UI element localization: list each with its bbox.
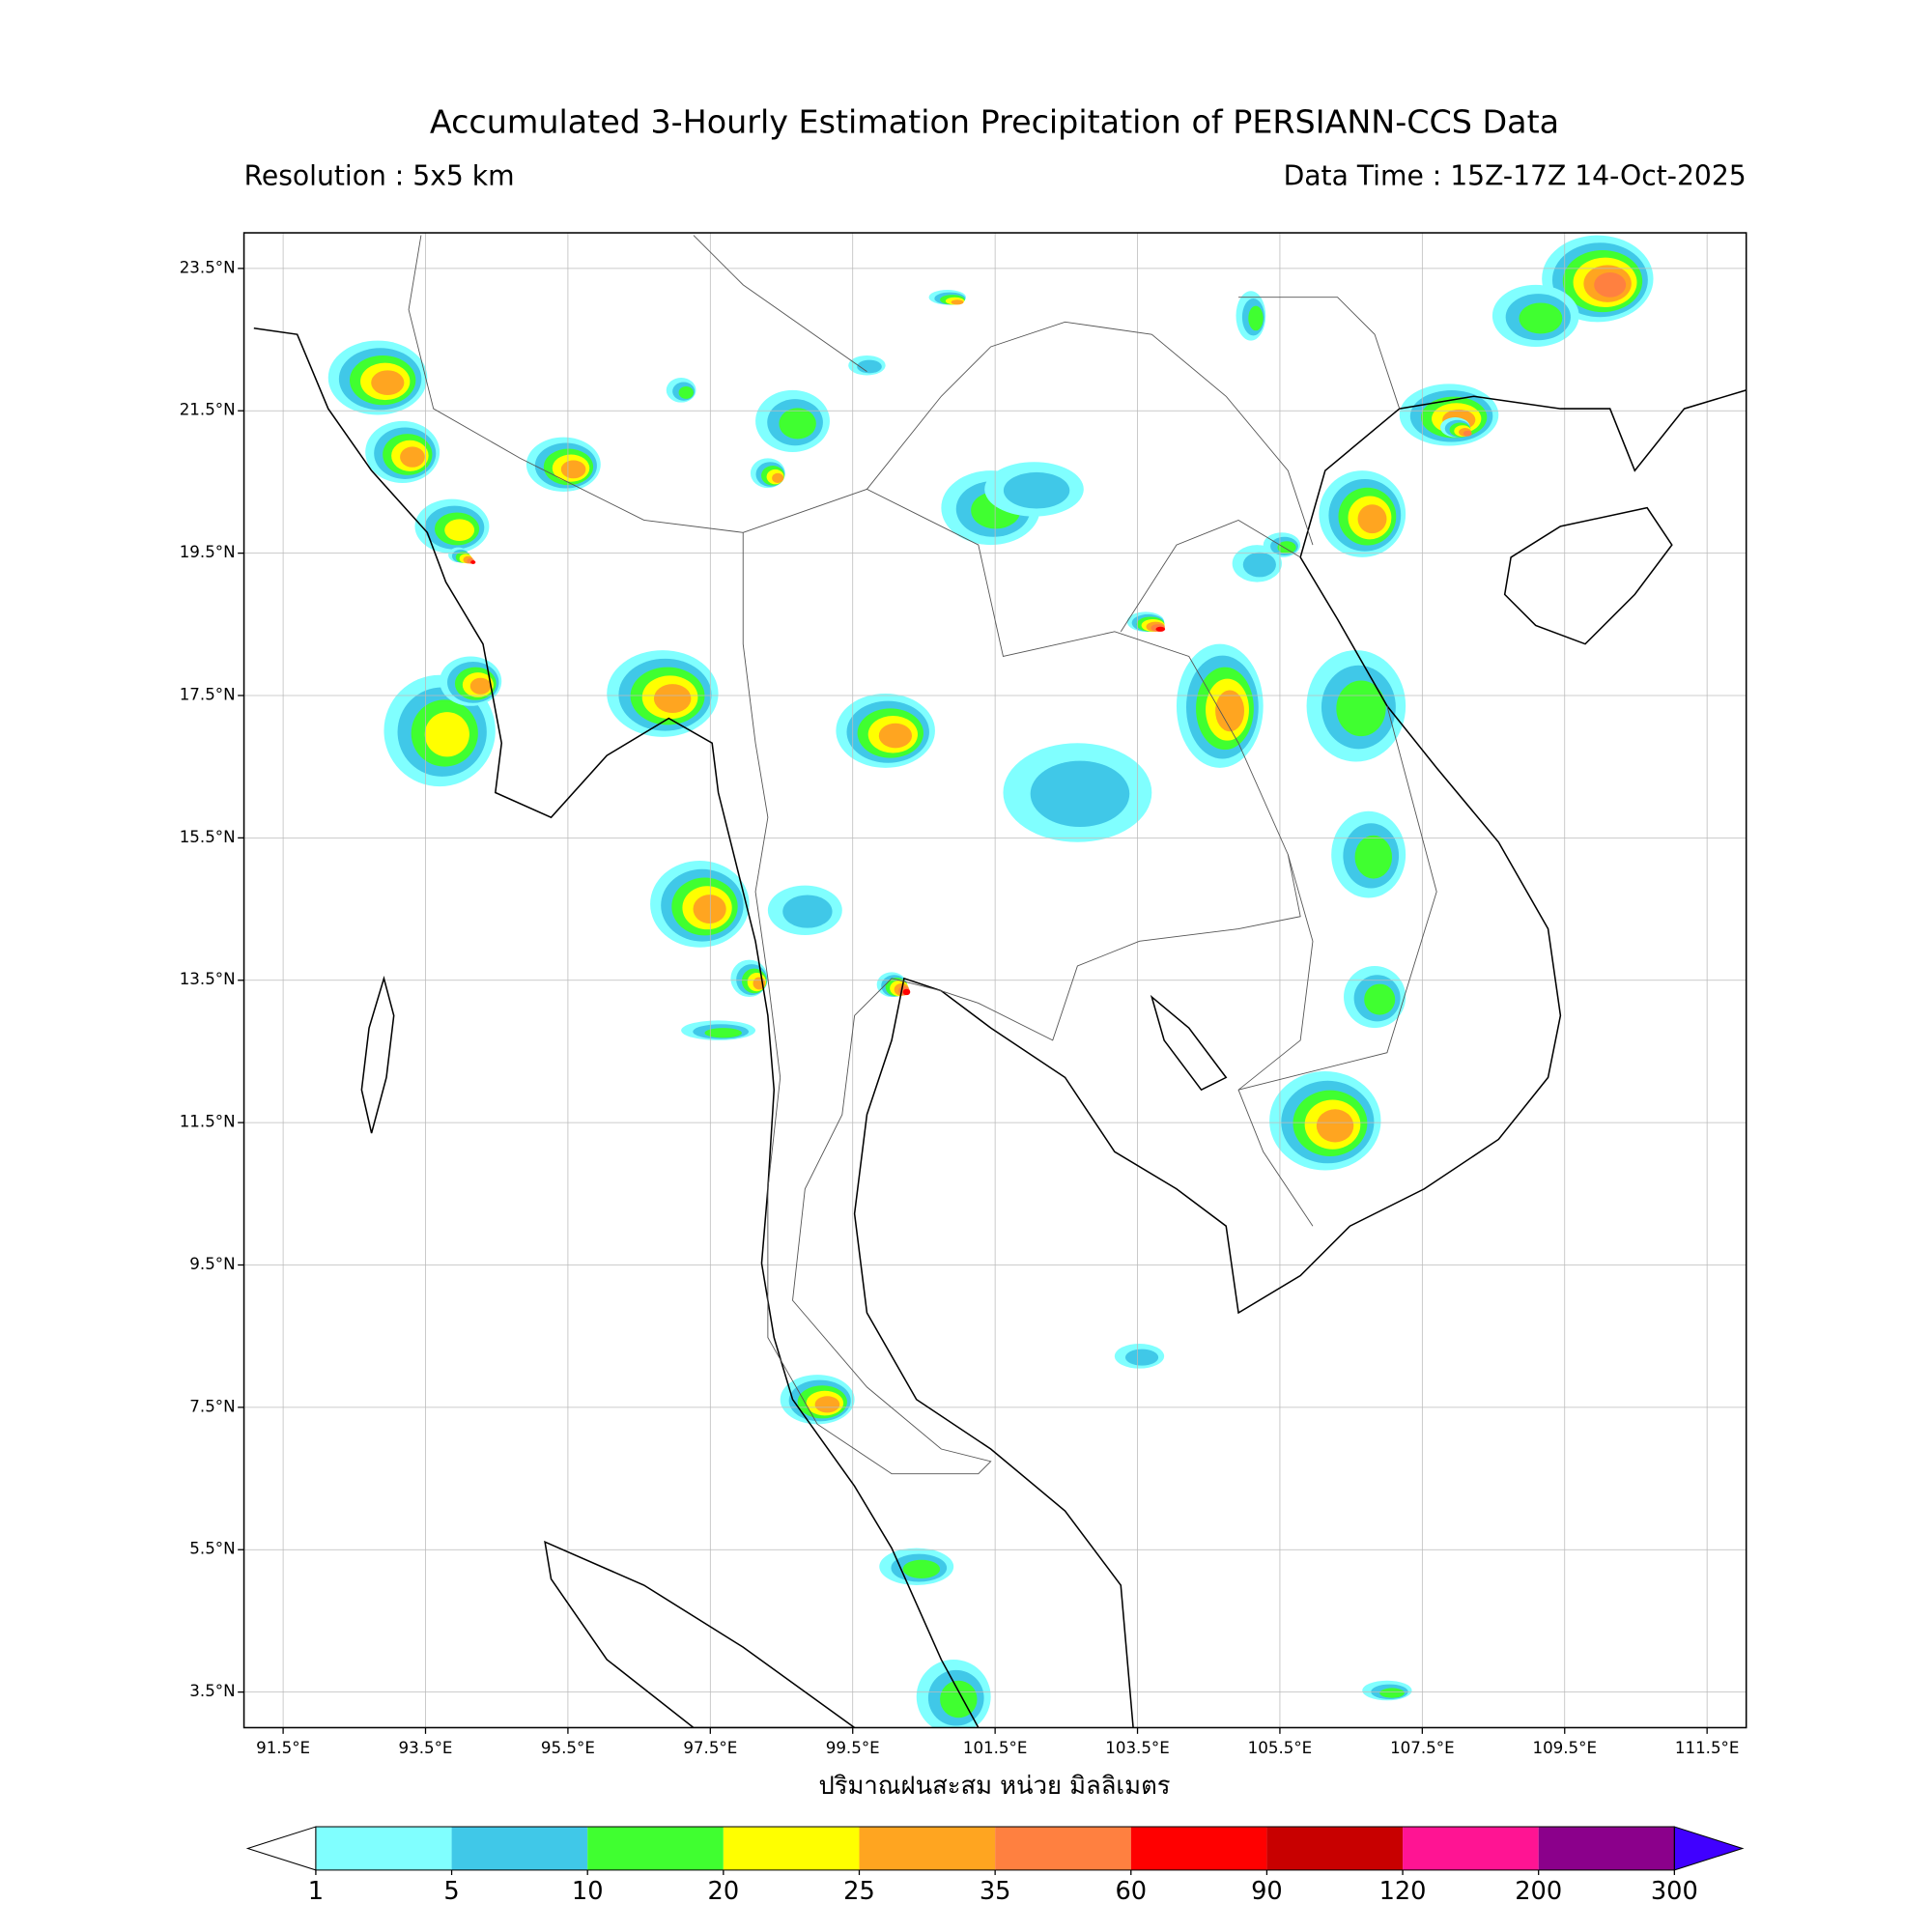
x-tick-label: 95.5°E: [541, 1739, 595, 1757]
rain-cell: [857, 359, 882, 374]
rain-cell: [1155, 626, 1166, 632]
colorbar-segment: [587, 1827, 724, 1870]
colorbar: 1 5 10 20 25 35 60 90 120 200 300: [245, 1826, 1745, 1906]
x-tick-label: 93.5°E: [399, 1739, 453, 1757]
colorbar-segment: [1538, 1827, 1675, 1870]
andaman: [360, 975, 395, 1134]
colorbar-label: 120: [1379, 1877, 1427, 1906]
y-tick-label: 5.5°N: [189, 1540, 235, 1558]
colorbar-label: 200: [1515, 1877, 1562, 1906]
rain-cell: [678, 386, 694, 399]
rain-cell: [772, 472, 784, 483]
rain-cell: [1248, 305, 1264, 331]
rain-cell: [1003, 471, 1070, 509]
y-tick-label: 23.5°N: [180, 258, 236, 276]
rain-cell: [878, 723, 913, 749]
rain-cell: [1463, 430, 1472, 437]
rain-cell: [1336, 680, 1386, 737]
rain-cell: [1277, 541, 1296, 554]
colorbar-segment: [1130, 1827, 1267, 1870]
rain-cell: [693, 895, 726, 923]
rain-cell: [400, 446, 425, 468]
rain-cell: [1242, 552, 1276, 578]
x-tick-label: 107.5°E: [1390, 1739, 1455, 1757]
rain-cell: [1030, 760, 1130, 827]
colorbar-segment: [1266, 1827, 1404, 1870]
rain-cell: [1354, 835, 1393, 879]
rain-cell: [424, 712, 469, 757]
rain-cell: [1357, 504, 1387, 534]
colorbar-label: 300: [1651, 1877, 1698, 1906]
hainan: [1503, 506, 1673, 645]
rain-cell: [1215, 690, 1245, 732]
map-frame: [242, 232, 1747, 1729]
sumatra: [544, 1540, 856, 1728]
colorbar-label: 90: [1251, 1877, 1283, 1906]
y-tick-label: 3.5°N: [189, 1682, 235, 1700]
rain-cell: [902, 1559, 941, 1578]
data-time: Data Time : 15Z-17Z 14-Oct-2025: [1284, 159, 1747, 191]
resolution: Resolution : 5x5 km: [244, 159, 515, 191]
rain-cell: [814, 1396, 840, 1413]
thailand-border: [742, 488, 1301, 1475]
rain-cell: [371, 370, 405, 395]
y-tick-label: 11.5°N: [180, 1113, 236, 1131]
rain-cell: [704, 1028, 742, 1038]
x-tick-label: 105.5°E: [1248, 1739, 1313, 1757]
x-tick-label: 91.5°E: [256, 1739, 310, 1757]
colorbar-label: 5: [443, 1877, 459, 1906]
colorbar-segment: [315, 1827, 452, 1870]
rain-layer: [327, 235, 1654, 1728]
colorbar-label: 1: [308, 1877, 324, 1906]
y-tick-label: 15.5°N: [180, 828, 236, 846]
colorbar-segment: [859, 1827, 996, 1870]
rain-cell: [560, 460, 586, 479]
rain-cell: [1519, 302, 1563, 334]
colorbar-label: 25: [843, 1877, 875, 1906]
rain-cell: [653, 684, 692, 714]
colorbar-segment: [1403, 1827, 1539, 1870]
colorbar-label: 20: [708, 1877, 740, 1906]
x-tick-label: 101.5°E: [963, 1739, 1028, 1757]
colorbar-label: 60: [1115, 1877, 1147, 1906]
colorbar-label: 10: [572, 1877, 604, 1906]
rain-cell: [951, 299, 964, 305]
title: Accumulated 3-Hourly Estimation Precipit…: [430, 103, 1559, 141]
x-tick-label: 99.5°E: [826, 1739, 880, 1757]
x-tick-label: 109.5°E: [1532, 1739, 1597, 1757]
rain-cell: [1379, 1688, 1405, 1698]
colorbar-segment: [451, 1827, 588, 1870]
rain-cell: [1594, 272, 1627, 298]
rain-cell: [470, 560, 476, 564]
colorbar-segment: [995, 1827, 1131, 1870]
rain-cell: [779, 408, 816, 440]
x-tick-label: 97.5°E: [683, 1739, 737, 1757]
colorbar-label: 35: [980, 1877, 1011, 1906]
geography: [253, 235, 1747, 1728]
y-tick-label: 13.5°N: [180, 970, 236, 988]
x-tick-label: 103.5°E: [1105, 1739, 1170, 1757]
y-tick-label: 9.5°N: [189, 1255, 235, 1273]
rain-cell: [1124, 1349, 1159, 1366]
rain-cell: [940, 1680, 978, 1719]
rain-cell: [1316, 1109, 1354, 1143]
tonle-sap: [1150, 994, 1228, 1092]
y-tick-label: 19.5°N: [180, 543, 236, 561]
x-axis-label: ปริมาณฝนสะสม หน่วย มิลลิเมตร: [818, 1772, 1170, 1801]
colorbar-segment: [723, 1827, 860, 1870]
rain-cell: [902, 988, 911, 996]
y-tick-label: 17.5°N: [180, 685, 236, 703]
country-border: [408, 235, 1437, 1227]
rain-cell: [444, 519, 475, 541]
rain-cell: [782, 895, 833, 928]
coastline: [253, 327, 980, 1728]
y-tick-label: 21.5°N: [180, 401, 236, 419]
y-tick-label: 7.5°N: [189, 1397, 235, 1415]
rain-cell: [469, 677, 492, 695]
x-tick-label: 111.5°E: [1675, 1739, 1740, 1757]
rain-cell: [1364, 983, 1396, 1015]
